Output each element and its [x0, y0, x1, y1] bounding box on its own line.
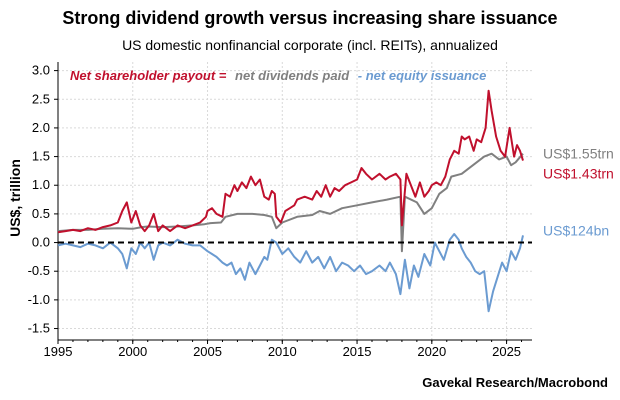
legend-item-issuance: - net equity issuance: [358, 68, 487, 83]
source-note: Gavekal Research/Macrobond: [422, 375, 608, 390]
series-line-2: [57, 233, 524, 313]
y-tick-label: 1.5: [32, 149, 50, 164]
end-label-1: US$1.43trn: [543, 166, 614, 182]
y-axis-label: US$, trillion: [7, 159, 23, 237]
axes: -1.5 -1.0 -0.5 0.0 0.5 1.0 1.5 2.0 2.5 3.0 1995 200…: [28, 62, 532, 359]
y-tick-label: -0.5: [28, 263, 50, 278]
y-tick-label: 0.0: [32, 235, 50, 250]
end-labels: US$1.55trn US$1.43trn US$124bn: [543, 146, 614, 239]
y-tick-label: 1.0: [32, 177, 50, 192]
grid: [57, 62, 532, 340]
x-tick-label: 2015: [343, 344, 372, 359]
chart-subtitle: US domestic nonfinancial corporate (incl…: [122, 37, 498, 53]
x-tick-label: 2000: [118, 344, 147, 359]
legend-prefix: Net shareholder payout =: [70, 68, 227, 83]
y-tick-label: 3.0: [32, 63, 50, 78]
series-lines: [57, 89, 532, 313]
x-tick-label: 1995: [44, 344, 73, 359]
x-tick-label: 2020: [417, 344, 446, 359]
x-tick-label: 2005: [193, 344, 222, 359]
y-tick-label: -1.5: [28, 321, 50, 336]
end-label-0: US$1.55trn: [543, 146, 614, 162]
chart-title: Strong dividend growth versus increasing…: [62, 8, 558, 28]
legend-item-dividends: net dividends paid: [235, 68, 350, 83]
y-tick-label: -1.0: [28, 292, 50, 307]
x-tick-label: 2010: [268, 344, 297, 359]
y-tick-label: 2.5: [32, 91, 50, 106]
legend: Net shareholder payout = net dividends p…: [70, 68, 486, 83]
y-tick-label: 2.0: [32, 120, 50, 135]
y-tick-label: 0.5: [32, 206, 50, 221]
series-line-0: [57, 89, 524, 234]
end-label-2: US$124bn: [543, 222, 609, 238]
x-tick-label: 2025: [492, 344, 521, 359]
